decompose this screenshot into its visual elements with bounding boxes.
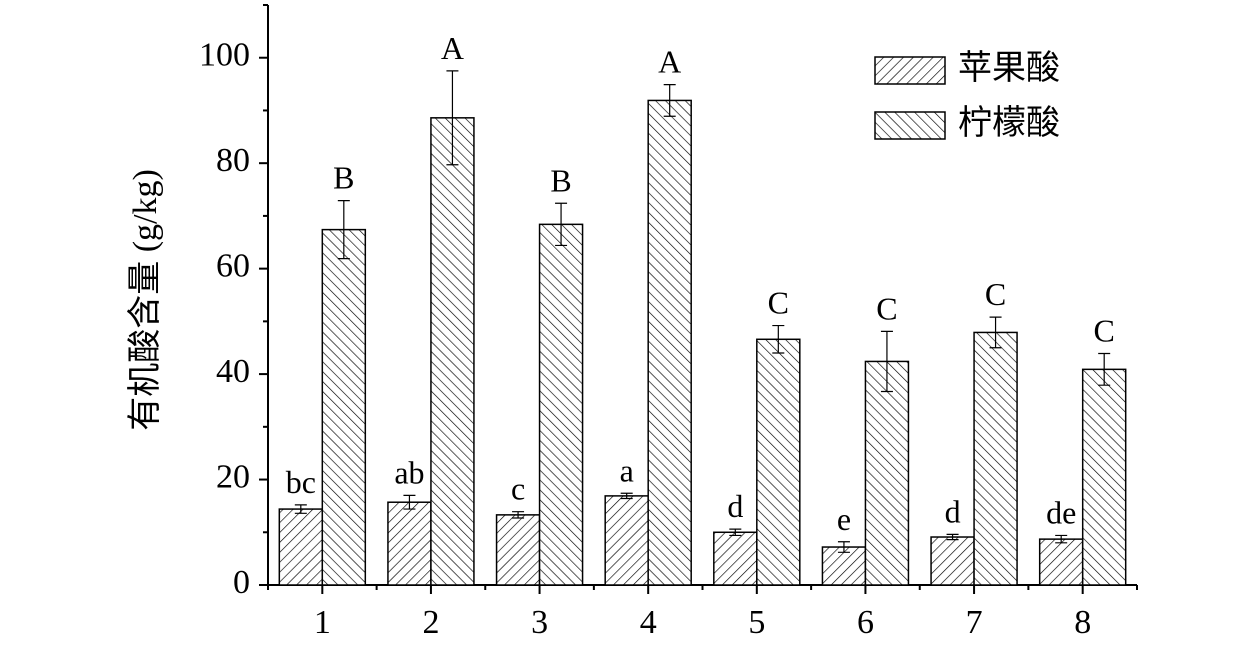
error-bar <box>837 541 850 553</box>
x-tick-label: 7 <box>966 604 983 641</box>
error-bar <box>620 492 633 500</box>
bar <box>713 531 758 586</box>
x-tick-label: 4 <box>640 604 657 641</box>
significance-letter: d <box>727 488 743 524</box>
error-bar <box>729 528 742 537</box>
y-tick-label: 60 <box>216 247 250 284</box>
significance-letter: A <box>441 30 464 66</box>
y-tick-label: 80 <box>216 142 250 179</box>
bar <box>647 99 692 586</box>
bar <box>321 228 367 586</box>
bar <box>278 508 324 586</box>
error-bar <box>1055 534 1068 544</box>
significance-letter: ab <box>394 454 424 490</box>
error-bar <box>512 511 525 519</box>
significance-letter: A <box>658 44 681 80</box>
x-tick-label: 8 <box>1074 604 1091 641</box>
significance-letter: C <box>1094 313 1115 349</box>
bar <box>821 546 867 586</box>
x-tick-label: 3 <box>531 604 548 641</box>
error-bar <box>446 70 459 166</box>
legend-label: 柠檬酸 <box>958 104 1060 142</box>
error-bar <box>880 330 893 393</box>
x-tick-label: 2 <box>422 604 439 641</box>
error-bar <box>1098 352 1111 386</box>
error-bar <box>294 504 307 514</box>
significance-letter: B <box>550 162 571 198</box>
legend-label: 苹果酸 <box>958 49 1060 87</box>
y-tick-label: 40 <box>216 353 250 390</box>
legend-swatch <box>874 56 946 85</box>
error-bar <box>337 200 350 260</box>
bar <box>756 338 801 586</box>
significance-letter: C <box>768 285 789 321</box>
significance-letter: c <box>511 471 525 507</box>
error-bar <box>555 202 568 247</box>
error-bar <box>663 84 676 117</box>
bar <box>864 360 910 586</box>
bar <box>538 223 584 586</box>
significance-letter: C <box>985 276 1006 312</box>
bar <box>973 331 1018 586</box>
bar <box>930 536 975 586</box>
significance-letter: d <box>945 493 961 529</box>
error-bar <box>989 316 1002 349</box>
legend-swatch <box>874 111 946 140</box>
error-bar <box>772 324 785 354</box>
significance-letter: de <box>1046 494 1076 530</box>
bar <box>1038 538 1084 586</box>
x-tick-label: 6 <box>857 604 874 641</box>
significance-letter: B <box>333 160 354 196</box>
significance-letter: e <box>837 501 851 537</box>
significance-letter: bc <box>286 464 316 500</box>
bar <box>430 117 475 586</box>
y-tick-label: 0 <box>233 564 250 601</box>
bar <box>1081 368 1127 586</box>
significance-letter: a <box>620 452 634 488</box>
x-tick-label: 1 <box>314 604 331 641</box>
bar <box>495 514 541 586</box>
y-tick-label: 20 <box>216 458 250 495</box>
bar <box>604 495 649 586</box>
significance-letter: C <box>876 290 897 326</box>
error-bar <box>946 533 959 541</box>
bar <box>387 501 432 586</box>
x-tick-label: 5 <box>748 604 765 641</box>
y-axis-label: 有机酸含量 (g/kg) <box>126 169 164 431</box>
error-bar <box>403 494 416 510</box>
y-tick-label: 100 <box>199 37 250 74</box>
